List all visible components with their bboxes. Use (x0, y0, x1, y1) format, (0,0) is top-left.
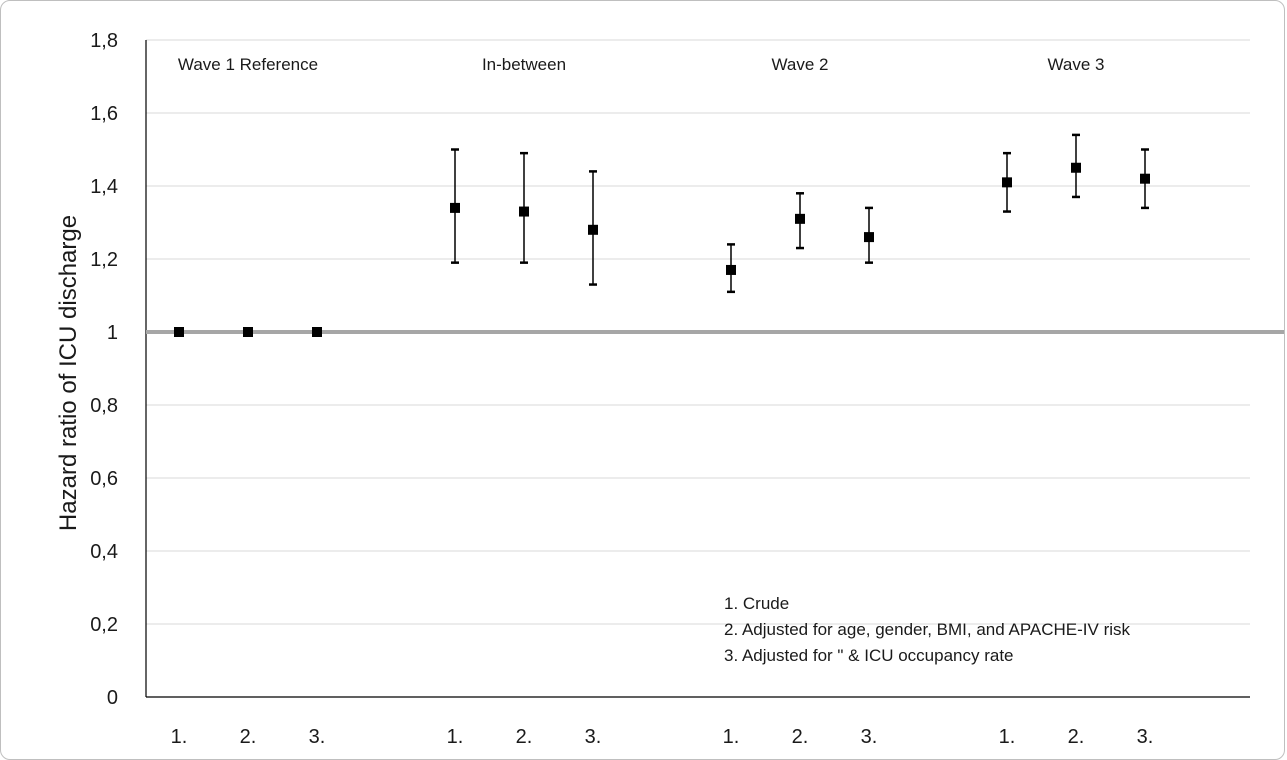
x-tick-label: 3. (1137, 726, 1154, 743)
y-tick-label: 0 (107, 687, 118, 709)
y-tick-label: 1,8 (90, 30, 118, 52)
x-tick-label: 3. (585, 726, 602, 743)
legend-item: 1. Crude (724, 594, 789, 613)
data-point (312, 327, 322, 337)
x-tick-label: 2. (792, 726, 809, 743)
x-tick-label: 1. (447, 726, 464, 743)
group-label: Wave 1 Reference (178, 55, 318, 74)
data-point (1002, 177, 1012, 188)
x-tick-label: 3. (861, 726, 878, 743)
y-tick-label: 1 (107, 322, 118, 344)
group-label: Wave 3 (1047, 55, 1104, 74)
x-tick-label: 2. (516, 726, 533, 743)
y-tick-label: 1,2 (90, 249, 118, 271)
data-point (1071, 162, 1081, 173)
y-axis-label: Hazard ratio of ICU discharge (55, 215, 82, 531)
x-tick-label: 2. (240, 726, 257, 743)
data-point (519, 206, 529, 217)
x-tick-label: 1. (171, 726, 188, 743)
data-point (450, 202, 460, 213)
group-label: Wave 2 (771, 55, 828, 74)
gridlines (146, 39, 1250, 625)
data-point (726, 264, 736, 275)
legend: 1. Crude 2. Adjusted for age, gender, BMI… (724, 594, 1131, 665)
x-tick-label: 2. (1068, 726, 1085, 743)
y-tick-label: 0,2 (90, 614, 118, 636)
y-tick-label: 1,4 (90, 176, 118, 198)
data-point (588, 224, 598, 235)
data-point (1140, 173, 1150, 184)
data-marks (174, 133, 1150, 337)
hazard-ratio-chart: 0 0,2 0,4 0,6 0,8 1 1,2 1,4 1,6 1,8 Wave 1 Referen… (55, 30, 1284, 743)
x-tick-label: 3. (309, 726, 326, 743)
x-tick-label: 1. (723, 726, 740, 743)
data-point (864, 232, 874, 243)
data-point (795, 213, 805, 224)
y-tick-label: 0,4 (90, 541, 118, 563)
legend-item: 2. Adjusted for age, gender, BMI, and AP… (724, 620, 1131, 639)
data-point (243, 327, 253, 337)
group-label: In-between (482, 55, 566, 74)
y-tick-label: 0,6 (90, 468, 118, 490)
data-point (174, 327, 184, 337)
axes (145, 40, 1250, 698)
x-tick-label: 1. (999, 726, 1016, 743)
chart-text: 0 0,2 0,4 0,6 0,8 1 1,2 1,4 1,6 1,8 Wave 1 Referen… (90, 30, 1153, 743)
y-tick-label: 1,6 (90, 103, 118, 125)
y-tick-label: 0,8 (90, 395, 118, 417)
legend-item: 3. Adjusted for " & ICU occupancy rate (724, 646, 1014, 665)
